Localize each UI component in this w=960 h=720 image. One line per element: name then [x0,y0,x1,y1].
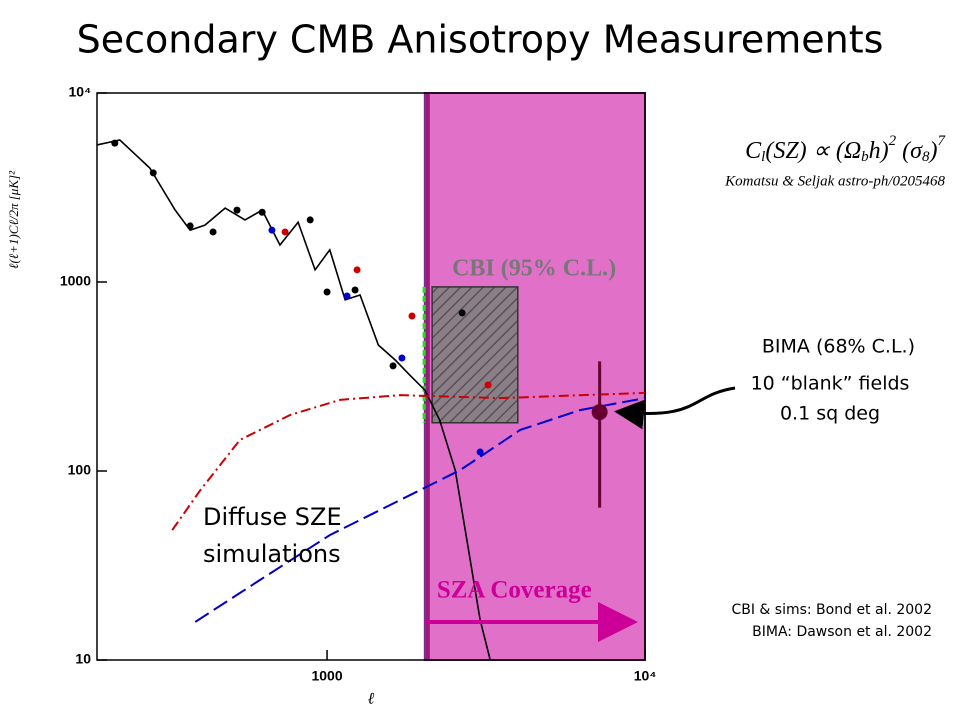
y-tick-label: 100 [68,462,92,478]
formula-part: ) [928,138,938,164]
sza-label: SZA Coverage [437,577,592,604]
data-point [484,381,492,389]
x-axis-label: ℓ [368,691,375,708]
y-tick-label: 1000 [60,273,91,289]
data-point [268,226,276,234]
x-tick-label: 10⁴ [634,668,657,684]
cbi-label: CBI (95% C.L.) [452,255,616,281]
x-tick-label: 1000 [311,668,342,684]
bima-arrow [614,386,736,430]
data-point [209,228,217,236]
data-point [398,354,406,362]
formula-part: h) [869,138,889,164]
formula-ref: Komatsu & Seljak astro-ph/0205468 [724,173,945,189]
sim-note: Diffuse SZE [203,503,342,531]
data-point [343,292,351,300]
plot-frame [96,92,646,661]
y-axis-label: ℓ(ℓ+1)Cℓ/2π [μK]² [6,170,21,269]
title: Secondary CMB Anisotropy Measurements [77,18,884,62]
data-point [458,309,466,317]
data-point [353,266,361,274]
formula-part: (SZ) ∝ (Ω [765,138,861,164]
data-point [323,288,331,296]
series-line [171,391,646,531]
plot: 10 100 1000 10⁴ 1000 10⁴ CBI (95% C.L.) SZA Cov… [60,84,656,684]
data-point [149,169,157,177]
data-point [111,139,119,147]
formula-part: 7 [938,133,947,149]
data-point [281,228,289,236]
reference: BIMA: Dawson et al. 2002 [752,624,932,640]
bima-label: BIMA (68% C.L.) [762,336,915,358]
data-point [186,222,194,230]
formula-part: b [861,149,869,165]
data-point [476,448,484,456]
data-point [351,286,359,294]
data-point [408,312,416,320]
data-point [258,208,266,216]
y-tick-label: 10⁴ [69,84,92,100]
data-point [233,206,241,214]
series-line [194,397,646,623]
formula-part: C [745,138,762,164]
formula-part: (σ [896,138,923,164]
formula: Cl(SZ) ∝ (Ωbh)2 (σ8)7 [745,133,946,165]
data-point [389,362,397,370]
formula-part: 2 [889,133,897,149]
y-tick-label: 10 [75,651,91,667]
bima-point [591,404,608,421]
bima-note: 0.1 sq deg [780,403,880,425]
cbi-box [431,286,519,424]
bima-note: 10 “blank” fields [751,373,910,395]
formula-part: 8 [922,149,930,165]
formula-part: l [761,149,765,165]
sim-note: simulations [203,540,341,568]
data-point [306,216,314,224]
reference: CBI & sims: Bond et al. 2002 [731,602,932,618]
